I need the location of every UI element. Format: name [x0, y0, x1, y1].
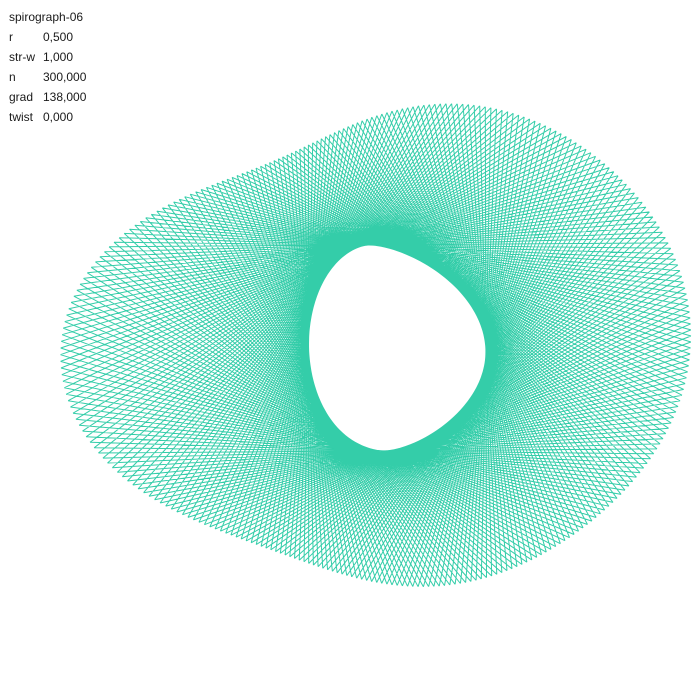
param-value-twist: 0,000	[43, 110, 74, 124]
param-row-twist: twist 0,000	[9, 107, 86, 127]
param-value-n: 300,000	[43, 70, 87, 84]
param-value-grad: 138,000	[43, 90, 87, 104]
param-row-n: n 300,000	[9, 67, 86, 87]
param-value-r: 0,500	[43, 30, 74, 44]
param-label-twist: twist	[9, 110, 33, 124]
param-value-str-w: 1,000	[43, 50, 74, 64]
parameter-panel: spirograph-06 r 0,500 str-w 1,000 n 300,…	[9, 7, 86, 127]
param-label-grad: grad	[9, 90, 34, 104]
spirograph-path	[60, 103, 692, 587]
param-label-r: r	[9, 30, 13, 44]
param-row-str-w: str-w 1,000	[9, 47, 86, 67]
spirograph-strings	[60, 103, 692, 587]
param-row-grad: grad 138,000	[9, 87, 86, 107]
sketch-title: spirograph-06	[9, 10, 84, 24]
param-label-n: n	[9, 70, 16, 84]
param-row-r: r 0,500	[9, 27, 86, 47]
param-label-str-w: str-w	[9, 50, 35, 64]
